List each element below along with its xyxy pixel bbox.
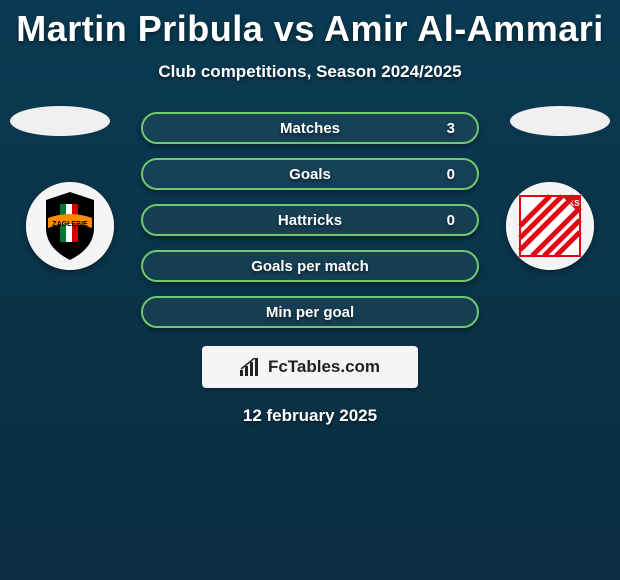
stat-label: Goals (289, 166, 331, 183)
stat-label: Hattricks (278, 212, 342, 229)
stat-value: 0 (447, 212, 455, 229)
stat-label: Matches (280, 120, 340, 137)
stat-row-goals-per-match: Goals per match (141, 250, 479, 282)
svg-text:ZAGŁĘBIE: ZAGŁĘBIE (52, 221, 88, 228)
page-title: Martin Pribula vs Amir Al-Ammari (0, 0, 620, 50)
stat-rows: Matches 3 Goals 0 Hattricks 0 Goals per … (141, 112, 479, 328)
date-text: 12 february 2025 (0, 406, 620, 426)
stat-row-hattricks: Hattricks 0 (141, 204, 479, 236)
attribution-badge: FcTables.com (202, 346, 418, 388)
stat-label: Min per goal (266, 304, 354, 321)
chart-icon (240, 358, 262, 376)
stat-label: Goals per match (251, 258, 369, 275)
comparison-area: ZAGŁĘBIE KS Matches 3 Goals 0 Hattricks … (0, 112, 620, 426)
stat-value: 0 (447, 166, 455, 183)
stat-row-goals: Goals 0 (141, 158, 479, 190)
attribution-text: FcTables.com (268, 357, 380, 377)
stat-value: 3 (447, 120, 455, 137)
cracovia-badge-icon: KS (506, 182, 594, 270)
subtitle: Club competitions, Season 2024/2025 (0, 62, 620, 82)
club-badge-right: KS (506, 182, 594, 270)
country-flag-left (10, 106, 110, 136)
country-flag-right (510, 106, 610, 136)
zaglebie-badge-icon: ZAGŁĘBIE (26, 182, 114, 270)
stat-row-min-per-goal: Min per goal (141, 296, 479, 328)
club-badge-left: ZAGŁĘBIE (26, 182, 114, 270)
stat-row-matches: Matches 3 (141, 112, 479, 144)
